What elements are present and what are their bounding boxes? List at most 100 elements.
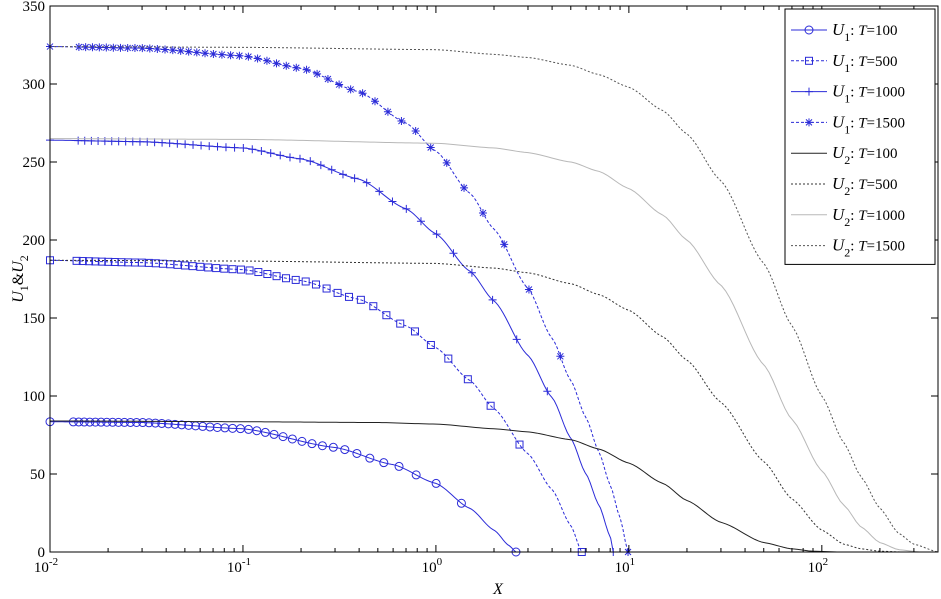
marker-plus	[512, 335, 521, 344]
marker-circle	[456, 498, 466, 508]
marker-star	[192, 48, 201, 57]
plot-curves	[45, 42, 939, 557]
marker-star	[272, 59, 281, 68]
marker-square	[97, 257, 106, 266]
marker-circle	[177, 420, 187, 430]
y-axis: 0 50 100 150 200 250 300 350	[23, 0, 938, 561]
marker-square	[204, 263, 213, 272]
marker-circle	[260, 427, 270, 437]
marker-circle	[170, 419, 180, 429]
y-axis-label: U1&U2	[10, 255, 31, 303]
marker-plus	[338, 170, 347, 179]
marker-star	[313, 69, 322, 78]
marker-star	[145, 44, 154, 53]
marker-circle	[804, 25, 814, 35]
marker-square	[291, 275, 300, 284]
marker-square	[245, 266, 254, 275]
y-tick-label: 50	[30, 467, 45, 483]
marker-star	[262, 56, 271, 65]
marker-square	[426, 340, 435, 349]
legend-item: U2: T=1500	[791, 236, 905, 260]
marker-star	[123, 43, 132, 52]
marker-circle	[287, 434, 297, 444]
marker-square	[85, 257, 94, 266]
marker-circle	[144, 418, 154, 428]
marker-circle	[138, 418, 148, 428]
marker-star	[524, 285, 533, 294]
series-line	[49, 46, 939, 553]
marker-plus	[266, 149, 275, 158]
marker-star	[323, 75, 332, 84]
marker-plus	[432, 230, 441, 239]
marker-circle	[102, 417, 112, 427]
legend: U1: T=100 U1: T=500 U1: T=1000 U1: T=1500 U2…	[784, 8, 936, 265]
marker-plus	[213, 142, 222, 151]
x-tick-label: 10-1	[227, 556, 251, 576]
marker-plus	[189, 140, 198, 149]
marker-star	[184, 47, 193, 56]
legend-label: U2: T=1500	[832, 236, 905, 260]
marker-plus	[449, 249, 458, 258]
marker-plus	[488, 295, 497, 304]
marker-star	[426, 143, 435, 152]
series-u2-t1500	[49, 46, 939, 553]
marker-circle	[79, 417, 89, 427]
legend-item: U2: T=1000	[791, 205, 905, 229]
marker-star	[253, 54, 262, 63]
marker-plus	[805, 87, 813, 96]
marker-circle	[150, 418, 160, 428]
series-line	[49, 420, 838, 553]
marker-square	[515, 440, 524, 449]
marker-plus	[295, 154, 304, 163]
marker-square	[333, 288, 342, 297]
marker-star	[235, 51, 244, 60]
series-u1-t1500	[46, 42, 633, 556]
marker-star	[138, 44, 147, 53]
y-tick-label: 150	[23, 311, 46, 327]
marker-square	[188, 262, 197, 271]
x-axis-label: X	[492, 581, 504, 598]
marker-star	[370, 97, 379, 106]
marker-star	[209, 49, 218, 58]
series-u2-t1000	[49, 138, 920, 553]
marker-circle	[96, 417, 106, 427]
marker-star	[442, 158, 451, 167]
marker-star	[168, 46, 177, 55]
x-tick-label: 10-2	[34, 556, 58, 576]
marker-plus	[257, 146, 266, 155]
marker-square	[344, 292, 353, 301]
series-line	[49, 259, 583, 553]
marker-plus	[165, 139, 174, 148]
marker-star	[176, 46, 185, 55]
marker-star	[109, 43, 118, 52]
y-tick-label: 300	[23, 77, 46, 93]
marker-circle	[328, 442, 338, 452]
marker-plus	[467, 268, 476, 277]
legend-box	[784, 8, 936, 265]
marker-star	[226, 51, 235, 60]
legend-item: U2: T=100	[791, 143, 898, 167]
legend-item: U1: T=1500	[791, 112, 905, 136]
marker-plus	[150, 138, 159, 147]
marker-circle	[317, 441, 327, 451]
marker-star	[358, 89, 367, 98]
marker-star	[88, 43, 97, 52]
marker-circle	[269, 429, 279, 439]
y-tick-label: 100	[23, 389, 46, 405]
marker-square	[236, 265, 245, 274]
series-line	[49, 259, 902, 553]
marker-square	[486, 401, 495, 410]
x-tick-label: 101	[615, 556, 636, 576]
legend-label: U1: T=1500	[832, 112, 905, 136]
marker-star	[302, 65, 311, 74]
marker-circle	[157, 418, 167, 428]
marker-star	[500, 240, 509, 249]
legend-label: U1: T=500	[832, 51, 898, 75]
marker-square	[311, 280, 320, 289]
marker-circle	[108, 417, 118, 427]
marker-star	[411, 126, 420, 135]
marker-star	[383, 107, 392, 116]
marker-circle	[119, 417, 129, 427]
y-tick-label: 0	[38, 545, 46, 561]
marker-star	[217, 50, 226, 59]
